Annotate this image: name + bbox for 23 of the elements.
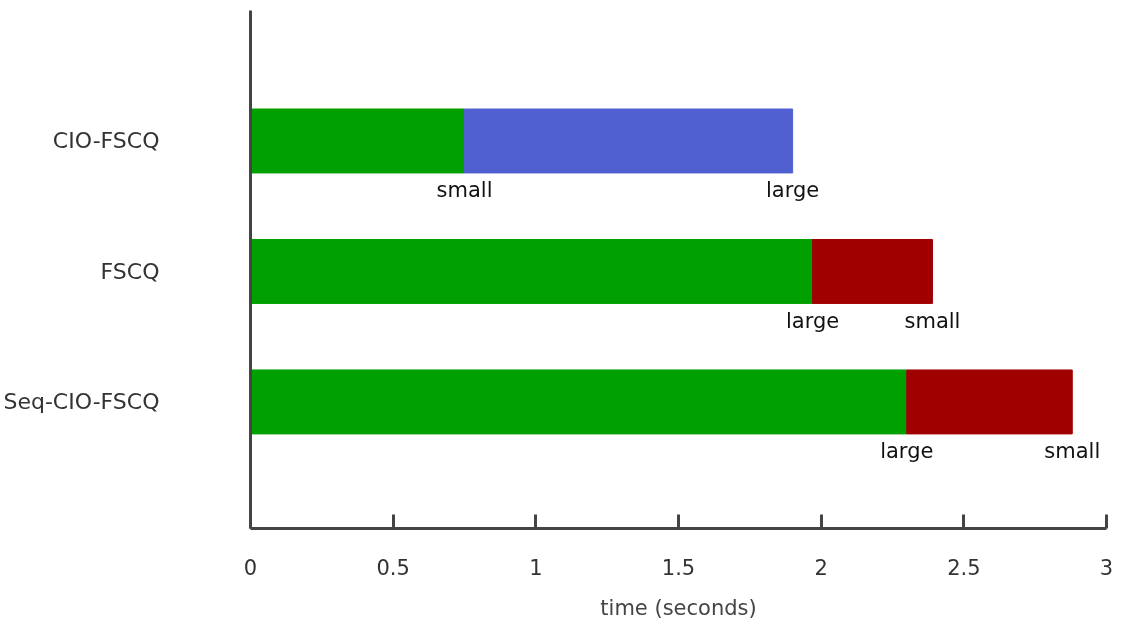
y-tick-label: Seq-CIO-FSCQ [3, 389, 160, 415]
bar [250, 238, 814, 304]
bar [250, 108, 465, 174]
bar [906, 369, 1073, 435]
bar [464, 108, 794, 174]
x-tick-label: 1 [529, 555, 543, 580]
annotation: large [766, 178, 820, 203]
annotation: small [1044, 439, 1101, 464]
annotation: small [904, 308, 961, 333]
x-tick-label: 0 [243, 555, 258, 580]
annotation: small [436, 178, 493, 203]
x-tick-label: 0.5 [376, 555, 410, 580]
bar [250, 369, 908, 435]
annotation: large [880, 439, 934, 464]
bar [812, 238, 933, 304]
y-tick-label: FSCQ [100, 258, 160, 284]
x-tick-label: 2 [814, 555, 828, 580]
y-tick-label: CIO-FSCQ [52, 128, 160, 154]
x-tick-label: 3 [1099, 555, 1114, 580]
annotation: large [786, 308, 840, 333]
x-tick-label: 2.5 [947, 555, 981, 580]
x-tick-label: 1.5 [661, 555, 696, 580]
x-axis-title: time (seconds) [600, 595, 757, 620]
